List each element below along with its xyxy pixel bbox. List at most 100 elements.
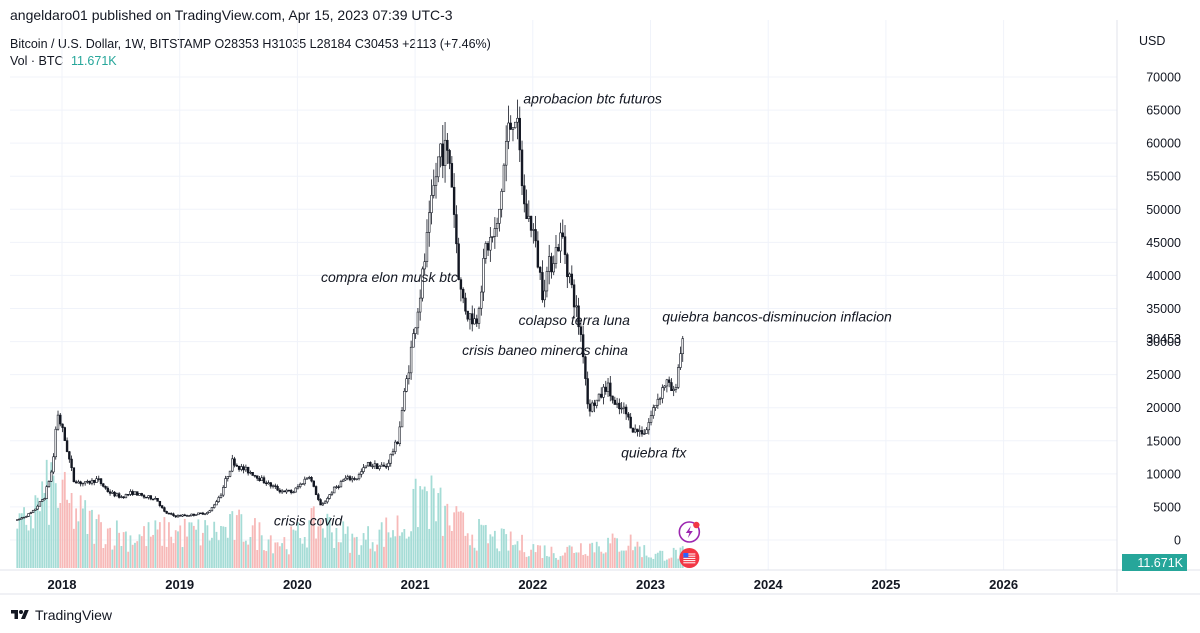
volume-bar <box>616 538 618 568</box>
volume-bar <box>448 525 451 568</box>
candle-body <box>618 402 621 410</box>
candle-body <box>133 491 137 495</box>
candle-body <box>31 510 35 513</box>
volume-bar <box>473 547 476 568</box>
candle-body <box>362 467 365 472</box>
volume-bar <box>444 505 446 568</box>
volume-bar <box>536 545 539 568</box>
volume-bar <box>276 542 279 568</box>
candle-body <box>541 272 544 301</box>
candle-body <box>68 451 71 460</box>
volume-bar <box>220 525 222 568</box>
candle-body <box>643 433 646 435</box>
volume-bar <box>333 547 336 568</box>
chart-annotation: quiebra bancos-disminucion inflacion <box>662 309 892 325</box>
volume-bar <box>84 500 87 568</box>
volume-bar <box>602 553 605 568</box>
candle-body <box>115 493 119 497</box>
volume-bar <box>120 546 123 568</box>
volume-bar <box>138 534 141 568</box>
candle-body <box>371 465 374 468</box>
tradingview-footer[interactable]: TradingView <box>10 607 112 623</box>
candle-body <box>357 474 361 480</box>
candle-body <box>425 232 429 262</box>
volume-bar <box>466 533 469 568</box>
candle-body <box>201 512 205 515</box>
candle-body <box>231 458 234 472</box>
candle-body <box>600 393 603 398</box>
candle-body <box>493 228 497 237</box>
volume-bar <box>498 551 501 568</box>
candle-body <box>124 494 128 499</box>
volume-bar <box>376 544 379 568</box>
candle-body <box>56 414 60 430</box>
volume-bar <box>396 515 399 568</box>
candle-body <box>575 305 578 308</box>
volume-bar <box>423 486 426 568</box>
volume-bar <box>312 506 315 568</box>
candle-body <box>606 382 610 392</box>
volume-bar <box>665 559 668 568</box>
volume-value: 11.671K <box>70 54 117 68</box>
candle-body <box>321 503 325 506</box>
volume-bar <box>430 475 433 568</box>
candle-body <box>319 499 322 506</box>
volume-bar <box>315 538 317 568</box>
candle-body <box>437 156 440 178</box>
candle-body <box>59 414 62 425</box>
volume-bar <box>668 558 671 568</box>
candle-body <box>183 514 186 516</box>
volume-bar <box>371 542 374 568</box>
volume-bar <box>308 520 311 568</box>
volume-bar <box>475 550 478 568</box>
volume-bar <box>627 545 630 568</box>
volume-bar <box>407 536 410 568</box>
volume-bar <box>564 552 566 568</box>
volume-bar <box>199 545 202 568</box>
candle-body <box>586 378 589 405</box>
volume-bar <box>256 549 259 568</box>
symbol-line[interactable]: Bitcoin / U.S. Dollar, 1W, BITSTAMP O283… <box>10 37 491 51</box>
candle-body <box>160 505 164 508</box>
candle-body <box>520 149 524 187</box>
volume-bar <box>374 551 376 568</box>
candle-body <box>380 464 383 467</box>
candle-body <box>136 491 139 496</box>
volume-bar <box>469 545 471 568</box>
volume-bar <box>620 550 623 568</box>
candle-body <box>407 372 411 379</box>
candle-body <box>138 493 141 496</box>
volume-bar <box>328 517 331 568</box>
volume-bar <box>106 528 109 568</box>
volume-bar <box>478 518 480 568</box>
volume-bar <box>654 553 657 568</box>
chart-legend: Bitcoin / U.S. Dollar, 1W, BITSTAMP O283… <box>10 36 491 70</box>
volume-bar <box>27 530 30 568</box>
volume-bar <box>364 539 367 568</box>
candle-body <box>523 185 526 205</box>
candle-body <box>156 498 159 502</box>
volume-bar <box>267 539 270 568</box>
candle-body <box>418 297 422 313</box>
candle-body <box>500 191 503 210</box>
volume-bar <box>652 558 655 568</box>
volume-bar <box>174 530 177 568</box>
candle-body <box>627 413 630 418</box>
candle-body <box>197 512 200 516</box>
candle-body <box>203 513 207 515</box>
volume-bar <box>543 545 546 568</box>
volume-bar <box>34 495 37 568</box>
candle-body <box>129 491 132 495</box>
price-axis-label: 15000 <box>1146 434 1181 448</box>
candle-body <box>394 441 397 452</box>
volume-bar <box>36 497 39 568</box>
volume-bar <box>604 552 607 568</box>
candle-body <box>663 385 666 388</box>
candle-body <box>525 203 528 220</box>
candle-body <box>260 477 263 482</box>
candle-body <box>631 427 635 433</box>
price-axis-label: 10000 <box>1146 467 1181 481</box>
volume-legend[interactable]: Vol · BTC 11.671K <box>10 53 491 70</box>
volume-bar <box>593 552 596 568</box>
